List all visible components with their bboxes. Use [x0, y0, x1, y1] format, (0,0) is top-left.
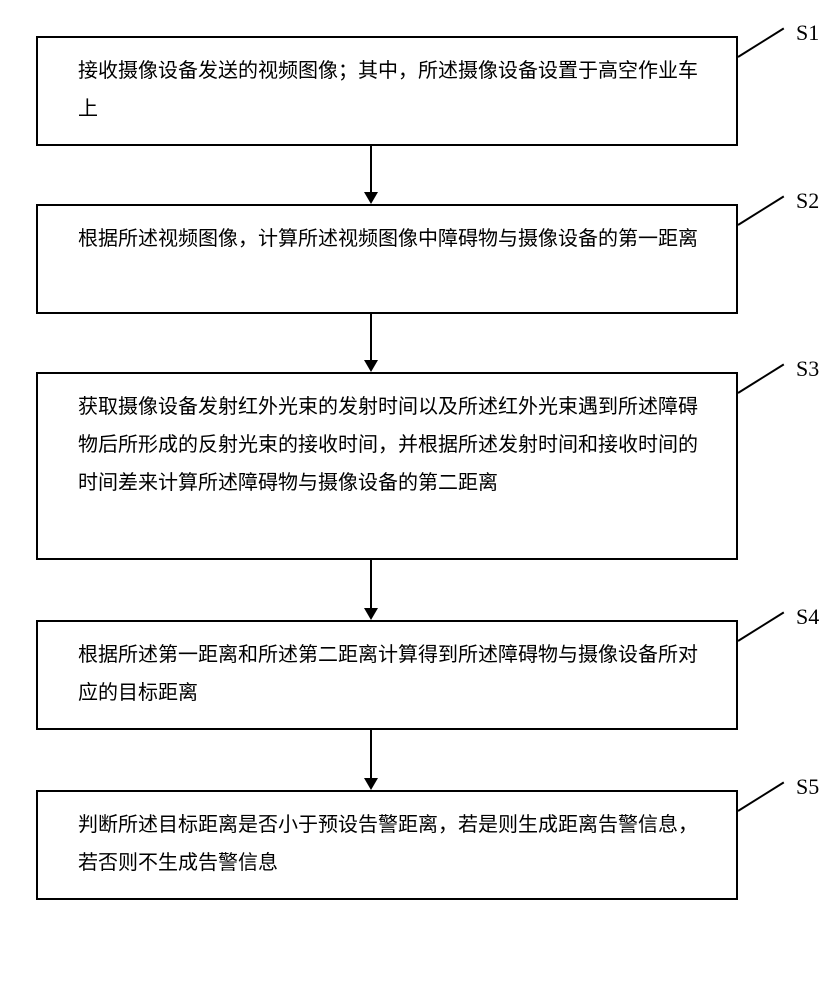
step-label-s3: S3 — [796, 356, 819, 382]
arrow-s3-s4 — [370, 560, 372, 608]
step-label-s5: S5 — [796, 774, 819, 800]
arrow-head-s3-s4 — [364, 608, 378, 620]
arrow-s2-s3 — [370, 314, 372, 360]
leader-s2 — [737, 196, 784, 226]
leader-s5 — [737, 782, 784, 812]
step-label-s1: S1 — [796, 20, 819, 46]
step-box-s4: 根据所述第一距离和所述第二距离计算得到所述障碍物与摄像设备所对应的目标距离 — [36, 620, 738, 730]
arrow-s1-s2 — [370, 146, 372, 192]
arrow-head-s1-s2 — [364, 192, 378, 204]
leader-s3 — [737, 364, 784, 394]
step-label-s2: S2 — [796, 188, 819, 214]
step-text: 判断所述目标距离是否小于预设告警距离，若是则生成距离告警信息，若否则不生成告警信… — [78, 814, 698, 874]
step-text: 获取摄像设备发射红外光束的发射时间以及所述红外光束遇到所述障碍物后所形成的反射光… — [78, 396, 698, 494]
step-text: 根据所述第一距离和所述第二距离计算得到所述障碍物与摄像设备所对应的目标距离 — [78, 644, 698, 704]
leader-s1 — [737, 28, 784, 58]
step-box-s3: 获取摄像设备发射红外光束的发射时间以及所述红外光束遇到所述障碍物后所形成的反射光… — [36, 372, 738, 560]
step-box-s2: 根据所述视频图像，计算所述视频图像中障碍物与摄像设备的第一距离 — [36, 204, 738, 314]
step-text: 接收摄像设备发送的视频图像；其中，所述摄像设备设置于高空作业车上 — [78, 60, 698, 120]
arrow-s4-s5 — [370, 730, 372, 778]
step-label-s4: S4 — [796, 604, 819, 630]
leader-s4 — [737, 612, 784, 642]
step-box-s5: 判断所述目标距离是否小于预设告警距离，若是则生成距离告警信息，若否则不生成告警信… — [36, 790, 738, 900]
step-box-s1: 接收摄像设备发送的视频图像；其中，所述摄像设备设置于高空作业车上 — [36, 36, 738, 146]
arrow-head-s2-s3 — [364, 360, 378, 372]
arrow-head-s4-s5 — [364, 778, 378, 790]
flowchart-canvas: 接收摄像设备发送的视频图像；其中，所述摄像设备设置于高空作业车上 S1 根据所述… — [0, 0, 840, 1000]
step-text: 根据所述视频图像，计算所述视频图像中障碍物与摄像设备的第一距离 — [78, 228, 698, 250]
